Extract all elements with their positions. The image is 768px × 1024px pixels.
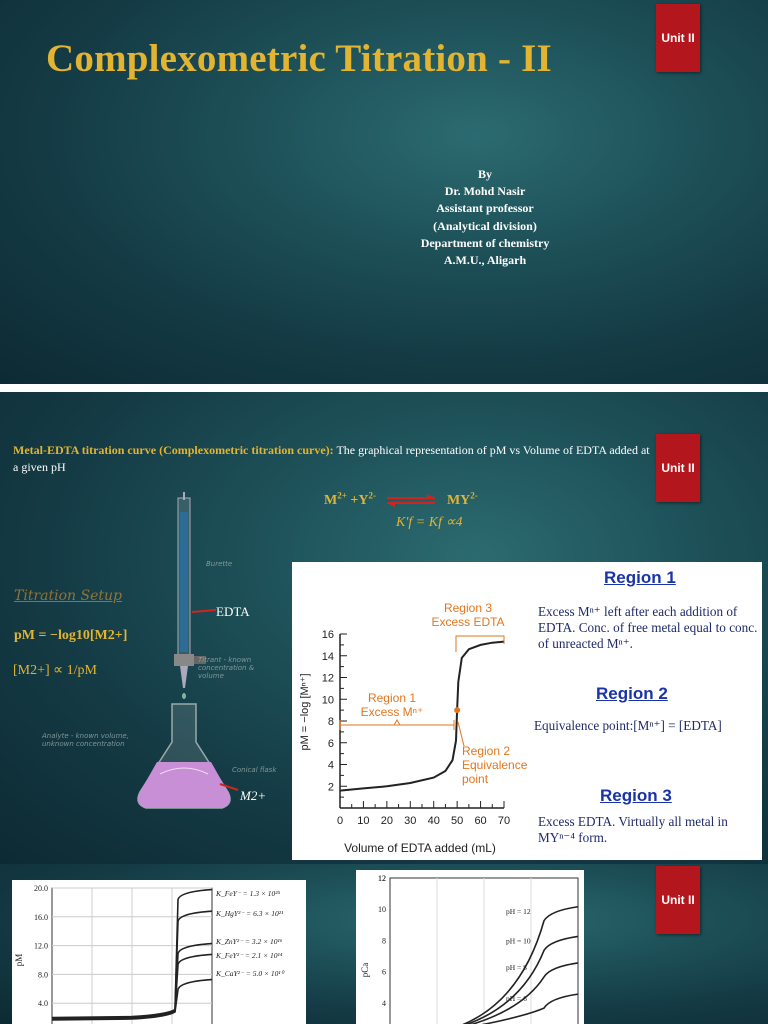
legend-entry: K_FeY⁻ = 1.3 × 10²⁵ bbox=[215, 889, 281, 898]
y-axis-label: pCa bbox=[360, 963, 370, 978]
y-tick-label: 6 bbox=[328, 738, 334, 750]
legend-entry: K_CaY²⁻ = 5.0 × 10¹⁰ bbox=[215, 969, 285, 978]
x-tick-label: 20 bbox=[381, 815, 393, 827]
x-tick-label: 70 bbox=[498, 815, 510, 827]
author-line: (Analytical division) bbox=[433, 218, 537, 233]
analyte-note: Analyte - known volume, unknown concentr… bbox=[42, 732, 129, 748]
region3-brace bbox=[455, 635, 505, 652]
author-line: Assistant professor bbox=[436, 201, 534, 216]
y-tick-label: 12.0 bbox=[34, 942, 48, 951]
x-tick-label: 50 bbox=[451, 815, 463, 827]
region1-text: Excess Mⁿ⁺ left after each addition of E… bbox=[538, 604, 758, 651]
x-axis-label: Volume of EDTA added (mL) bbox=[344, 841, 496, 855]
y-tick-label: 8 bbox=[328, 716, 334, 728]
pm-equation: pM = −log10[M2+] bbox=[14, 628, 128, 643]
y-tick-label: 8.0 bbox=[38, 970, 48, 979]
author-line: Dr. Mohd Nasir bbox=[444, 184, 526, 199]
ph-curve bbox=[481, 993, 579, 1024]
titration-curve-line bbox=[339, 640, 505, 792]
x-tick-label: 60 bbox=[474, 815, 486, 827]
titration-curve-panel: 0 10 20 30 40 50 60 70 2 4 6 8 10 12 14 16 Region 3 Exc… bbox=[292, 562, 762, 860]
y-tick-label: 10 bbox=[322, 694, 334, 706]
y-axis-label: pM = −log [Mⁿ⁺] bbox=[299, 673, 311, 750]
author-line: A.M.U., Aligarh bbox=[443, 253, 527, 268]
heading-bold: Metal-EDTA titration curve (Complexometr… bbox=[13, 443, 334, 457]
titrant-note: Titrant - known concentration & volume bbox=[198, 656, 255, 680]
y-tick-label: 2 bbox=[328, 781, 334, 793]
y-tick-label: 6 bbox=[382, 968, 386, 977]
y-axis-label: pM bbox=[14, 954, 24, 967]
slide-stability-curves: Unit II 4.0 8.0 12.0 16.0 20.0 pM K_FeY⁻ = 1.3… bbox=[0, 864, 768, 1024]
ph-curve bbox=[470, 962, 579, 1024]
annotation-region2-line1: Region 2 bbox=[462, 744, 510, 758]
y-tick-label: 4 bbox=[328, 760, 334, 772]
y-tick-label: 14 bbox=[322, 651, 334, 663]
equivalence-point-marker bbox=[454, 707, 461, 714]
y-tick-label: 16 bbox=[322, 629, 334, 641]
conical-note: Conical flask bbox=[232, 766, 277, 774]
x-tick-label: 0 bbox=[337, 815, 343, 827]
reaction-equation: M2+ +Y2- MY2- bbox=[324, 490, 478, 509]
ph-curve-label: pH = 12 bbox=[506, 907, 531, 916]
ph-curve bbox=[462, 905, 579, 1024]
kf-equation: K′f = Kf ∝4 bbox=[396, 515, 463, 530]
y-tick-label: 10 bbox=[378, 905, 386, 914]
y-tick-label: 12 bbox=[378, 874, 386, 883]
author-line: Department of chemistry bbox=[420, 235, 550, 250]
x-tick-label: 30 bbox=[404, 815, 416, 827]
author-block: By Dr. Mohd Nasir Assistant professor (A… bbox=[380, 166, 590, 269]
x-tick-label: 40 bbox=[428, 815, 440, 827]
y-tick-label: 12 bbox=[378, 874, 386, 883]
annotation-region3-line2: Excess EDTA bbox=[431, 615, 504, 629]
region3-text: Excess EDTA. Virtually all metal in MYⁿ⁻… bbox=[538, 814, 728, 845]
unit-badge: Unit II bbox=[656, 866, 700, 934]
ph-curve-label: pH = 10 bbox=[506, 936, 531, 945]
annotation-region1-line2: Excess Mⁿ⁺ bbox=[361, 705, 424, 719]
reaction-left: M2+ +Y2- bbox=[324, 490, 376, 508]
annotation-region2-line3: point bbox=[462, 772, 489, 786]
y-tick-label: 8 bbox=[382, 936, 386, 945]
ph-curve-label: pH = 8 bbox=[506, 963, 527, 972]
legend-entry: K_HgY²⁻ = 6.3 × 10²¹ bbox=[215, 909, 284, 918]
legend-entry: K_ZnY²⁻ = 3.2 × 10¹⁶ bbox=[215, 937, 283, 946]
metal-ion-label: M2+ bbox=[240, 788, 267, 803]
stopcock-icon bbox=[174, 654, 194, 666]
y-tick-label: 16.0 bbox=[34, 913, 48, 922]
x-tick-label: 10 bbox=[357, 815, 369, 827]
unit-badge: Unit II bbox=[656, 434, 700, 502]
stability-curve bbox=[51, 978, 213, 1021]
y-tick-label: 4.0 bbox=[38, 999, 48, 1008]
y-tick-label: 12 bbox=[322, 673, 334, 685]
annotation-region2-line2: Equivalence bbox=[462, 758, 528, 772]
titration-setup-drawing bbox=[137, 492, 239, 809]
equilibrium-arrow-icon bbox=[387, 494, 436, 508]
y-tick-label: 20.0 bbox=[34, 884, 48, 893]
titration-curve-chart: 0 10 20 30 40 50 60 70 2 4 6 8 10 12 14 16 Region 3 Exc… bbox=[299, 601, 528, 855]
region1-title: Region 1 bbox=[604, 568, 676, 587]
edta-label: EDTA bbox=[216, 604, 250, 619]
ph-effect-chart-box: 12 4 6 8 10 12 pCa pH = 12 pH = 10 pH = 8 pH = 6 bbox=[356, 870, 584, 1024]
slide-title-heading: Complexometric Titration - II bbox=[46, 37, 552, 80]
ph-curve-label: pH = 6 bbox=[506, 994, 527, 1003]
legend-entry: K_FeY²⁻ = 2.1 × 10¹⁴ bbox=[215, 951, 283, 960]
heading-rest: The graphical representation of pM vs Vo… bbox=[13, 443, 650, 474]
metal-proportional-equation: [M2+] ∝ 1/pM bbox=[13, 663, 98, 678]
unit-badge: Unit II bbox=[656, 4, 700, 72]
region3-title: Region 3 bbox=[600, 786, 672, 805]
annotation-region1-line1: Region 1 bbox=[368, 691, 416, 705]
y-tick-label: 4 bbox=[382, 999, 386, 1008]
titration-setup-title: Titration Setup bbox=[14, 588, 122, 604]
slide-titration-curve: Unit II Metal-EDTA titration curve (Comp… bbox=[0, 392, 768, 864]
annotation-region3-line1: Region 3 bbox=[444, 601, 492, 615]
stability-constant-chart: 4.0 8.0 12.0 16.0 20.0 pM K_FeY⁻ = 1.3 × 10²⁵ K… bbox=[14, 884, 285, 1024]
slide-heading: Metal-EDTA titration curve (Complexometr… bbox=[13, 442, 653, 476]
region2-text: Equivalence point:[Mⁿ⁺] = [EDTA] bbox=[534, 718, 722, 733]
author-line: By bbox=[477, 167, 492, 181]
reaction-right: MY2- bbox=[446, 490, 478, 508]
region2-title: Region 2 bbox=[596, 684, 668, 703]
stability-constant-chart-box: 4.0 8.0 12.0 16.0 20.0 pM K_FeY⁻ = 1.3 × 10²⁵ K… bbox=[12, 880, 306, 1024]
slide-title: Complexometric Titration - II Unit II By… bbox=[0, 0, 768, 384]
burette-note: Burette bbox=[206, 560, 233, 568]
